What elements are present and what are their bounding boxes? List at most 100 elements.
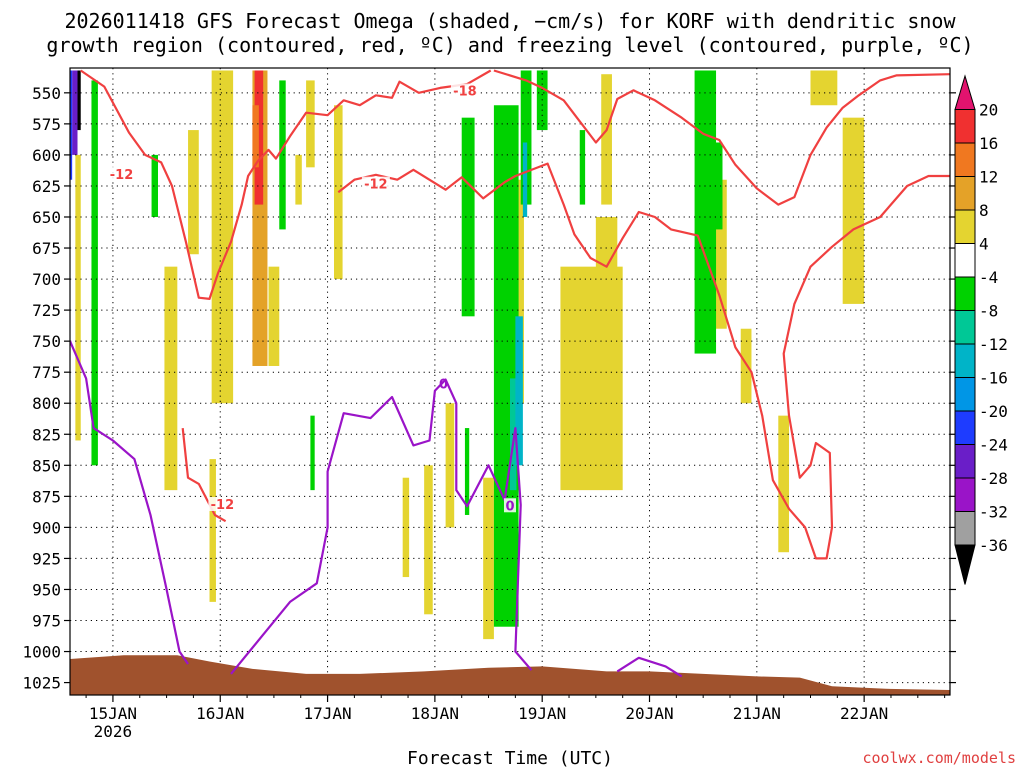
colorbar-label: -20 (979, 402, 1008, 421)
colorbar-label: 8 (979, 201, 989, 220)
freezing-contour-label: 0 (439, 378, 448, 393)
omega-cell (209, 459, 216, 602)
y-tick-label: 600 (32, 146, 61, 165)
colorbar-swatch (954, 176, 976, 211)
dendritic-contour-label-bg (361, 176, 390, 191)
omega-cell (424, 465, 433, 615)
y-tick-label: 700 (32, 270, 61, 289)
omega-cell (164, 266, 178, 491)
y-tick-label: 800 (32, 394, 61, 413)
freezing-contour-line (230, 378, 533, 675)
x-tick-label: 22JAN (840, 704, 888, 723)
x-tick-label: 15JAN (89, 704, 137, 723)
contours: -12 -18 -12 -12 0 0 (70, 69, 950, 678)
omega-cell (70, 70, 73, 180)
y-tick-label: 900 (32, 518, 61, 537)
chart-title-line-2: growth region (contoured, red, ºC) and f… (46, 33, 973, 57)
omega-cell (483, 477, 494, 640)
omega-cell (510, 378, 517, 491)
omega-cell (402, 477, 410, 578)
colorbar: 20 16 12 8 4 -4 -8 -12 -16 -20 -24 -28 -32 -36 (954, 74, 1008, 585)
y-tick-label: 650 (32, 208, 61, 227)
y-tick-label: 575 (32, 115, 61, 134)
freezing-contour-label-bg (504, 498, 516, 513)
terrain-fill (70, 655, 950, 695)
colorbar-swatch (954, 310, 976, 345)
y-tick-label: 825 (32, 425, 61, 444)
omega-cell (464, 428, 470, 515)
x-tick-label: 20JAN (625, 704, 673, 723)
omega-cell (310, 415, 315, 491)
dendritic-contour-label-bg (450, 83, 479, 98)
y-tick-label: 875 (32, 487, 61, 506)
dendritic-contour-label-bg (107, 166, 136, 181)
omega-cell (77, 70, 81, 131)
omega-cell (595, 216, 618, 354)
x-tick-label: 16JAN (196, 704, 244, 723)
dendritic-contour-label: -12 (211, 498, 235, 513)
omega-cell (694, 70, 717, 354)
x-tick-label: 18JAN (411, 704, 459, 723)
y-tick-label: 750 (32, 332, 61, 351)
y-tick-label: 675 (32, 239, 61, 258)
y-tick-label: 950 (32, 580, 61, 599)
omega-cell (279, 80, 286, 230)
chart-title-line-1: 2026011418 GFS Forecast Omega (shaded, −… (64, 9, 956, 33)
y-tick-label: 1025 (22, 674, 61, 693)
colorbar-swatch (954, 511, 976, 546)
colorbar-label: -16 (979, 369, 1008, 388)
colorbar-label: -32 (979, 503, 1008, 522)
colorbar-label: -4 (979, 268, 998, 287)
y-tick-label: 850 (32, 456, 61, 475)
y-tick-label: 925 (32, 549, 61, 568)
omega-cell (493, 105, 519, 627)
dendritic-contour-label-bg (208, 497, 237, 512)
colorbar-label: 12 (979, 168, 998, 187)
omega-cell (461, 117, 475, 317)
omega-cell (520, 70, 532, 205)
colorbar-label: 4 (979, 235, 989, 254)
colorbar-swatch (954, 109, 976, 144)
colorbar-label: -8 (979, 302, 998, 321)
omega-cell (295, 154, 302, 205)
colorbar-swatch (954, 343, 976, 378)
omega-cell (810, 70, 838, 106)
y-tick-label: 550 (32, 84, 61, 103)
x-tick-label: 19JAN (518, 704, 566, 723)
colorbar-swatch (954, 276, 976, 311)
colorbar-swatch (954, 377, 976, 412)
y-tick-label: 725 (32, 301, 61, 320)
x-axis-title: Forecast Time (UTC) (407, 748, 613, 768)
freezing-contour-line (70, 340, 189, 665)
omega-cell (842, 117, 865, 304)
freezing-contour-line (616, 656, 683, 678)
dendritic-contour-label: -18 (453, 85, 477, 100)
y-tick-label: 625 (32, 177, 61, 196)
omega-cell (188, 130, 199, 255)
dendritic-contour-label: -12 (110, 168, 134, 183)
omega-cell (579, 130, 586, 205)
omega-cell (515, 316, 523, 466)
x-tick-sublabel: 2026 (94, 722, 133, 741)
dendritic-contour-line (181, 427, 227, 523)
colorbar-label: 16 (979, 134, 998, 153)
dendritic-contour-line (493, 69, 950, 206)
omega-cell (252, 105, 259, 168)
omega-cell (515, 179, 524, 404)
omega-cell (268, 266, 280, 366)
colorbar-cap-bottom (954, 544, 976, 585)
colorbar-swatch (954, 209, 976, 244)
omega-cell (75, 154, 81, 441)
y-tick-label: 1000 (22, 643, 61, 662)
omega-cell (522, 142, 528, 217)
colorbar-label: -36 (979, 536, 1008, 555)
x-tick-label: 17JAN (303, 704, 351, 723)
colorbar-label: -12 (979, 335, 1008, 354)
colorbar-swatch (954, 444, 976, 479)
dendritic-contour-line (80, 69, 492, 300)
x-tick-label: 21JAN (733, 704, 781, 723)
dendritic-contour-label: -12 (364, 178, 388, 193)
colorbar-swatch (954, 477, 976, 512)
y-axis: 550 575 600 625 650 675 700 725 750 775 800 825 850 8… (22, 84, 956, 693)
